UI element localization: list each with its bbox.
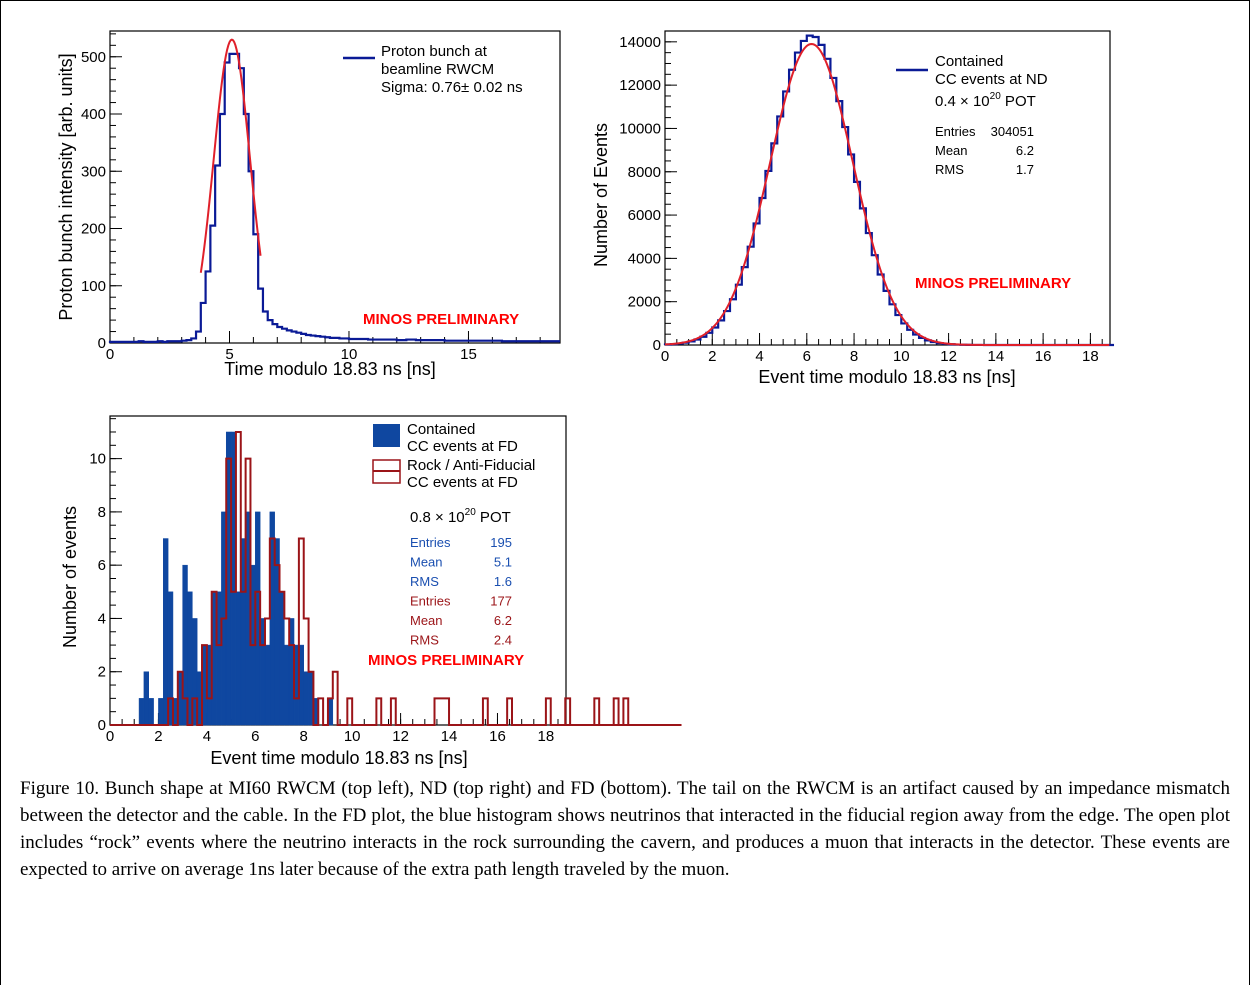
figure-caption: Figure 10. Bunch shape at MI60 RWCM (top… — [20, 778, 1230, 880]
